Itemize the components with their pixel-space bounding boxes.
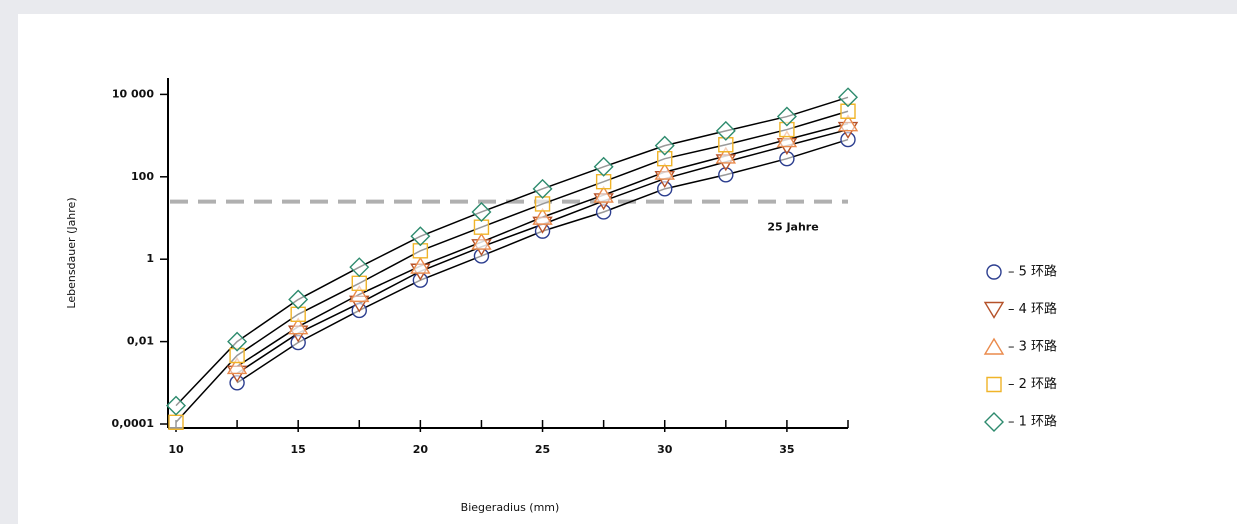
legend-marker — [986, 376, 1002, 393]
data-point — [837, 114, 859, 132]
legend-label: – 1 环路 — [1008, 414, 1057, 430]
chart: Biegeradius (mm) Lebensdauer (Jahre) 0,0… — [65, 78, 1057, 514]
data-point — [776, 106, 797, 127]
data-point — [473, 219, 490, 235]
legend-label: – 3 环路 — [1008, 339, 1057, 355]
data-point — [351, 275, 367, 292]
data-point — [534, 196, 551, 212]
data-point — [410, 256, 431, 274]
data-point — [593, 185, 614, 203]
data-point — [471, 232, 492, 250]
data-point — [838, 87, 858, 108]
data-point — [166, 395, 186, 416]
x-tick-label: 20 — [413, 443, 429, 456]
data-point — [715, 120, 736, 141]
series-line — [236, 122, 849, 368]
data-point — [410, 226, 431, 247]
x-tick-label: 30 — [657, 443, 673, 456]
data-point — [290, 306, 306, 322]
legend-label: – 2 环路 — [1008, 376, 1057, 392]
data-point — [168, 414, 184, 431]
legend-label: – 5 环路 — [1008, 264, 1057, 280]
legend-marker — [984, 412, 1004, 432]
series-line — [236, 138, 849, 384]
data-point — [349, 285, 370, 303]
data-point — [532, 178, 553, 199]
y-tick-label: 0,0001 — [112, 417, 154, 430]
legend-label: – 4 环路 — [1008, 301, 1057, 317]
data-point — [654, 162, 675, 180]
x-axis-label: Biegeradius (mm) — [461, 501, 560, 514]
x-tick-label: 35 — [779, 443, 794, 456]
reference-label: 25 Jahre — [767, 221, 818, 234]
series-line — [175, 96, 849, 407]
y-axis-label: Lebensdauer (Jahre) — [65, 197, 78, 308]
x-tick-label: 15 — [291, 443, 306, 456]
data-point — [288, 289, 309, 310]
y-tick-label: 10 000 — [112, 87, 154, 100]
legend-marker — [983, 301, 1005, 319]
panel: Biegeradius (mm) Lebensdauer (Jahre) 0,0… — [18, 14, 1237, 524]
data-point — [595, 174, 612, 190]
data-point — [715, 146, 737, 164]
data-point — [226, 357, 248, 375]
y-tick-label: 0,01 — [127, 335, 154, 348]
y-tick-label: 100 — [131, 170, 154, 183]
data-point — [349, 257, 370, 278]
data-point — [593, 156, 614, 177]
y-tick-label: 1 — [146, 252, 154, 265]
data-point — [471, 201, 492, 222]
data-point — [227, 331, 248, 352]
x-tick-label: 25 — [535, 443, 550, 456]
data-point — [776, 130, 798, 148]
data-point — [532, 207, 553, 225]
x-tick-label: 10 — [168, 443, 184, 456]
legend-marker — [986, 264, 1002, 280]
series-line — [175, 110, 849, 423]
data-point — [654, 135, 675, 156]
legend-marker — [983, 337, 1005, 355]
data-point — [287, 317, 309, 335]
